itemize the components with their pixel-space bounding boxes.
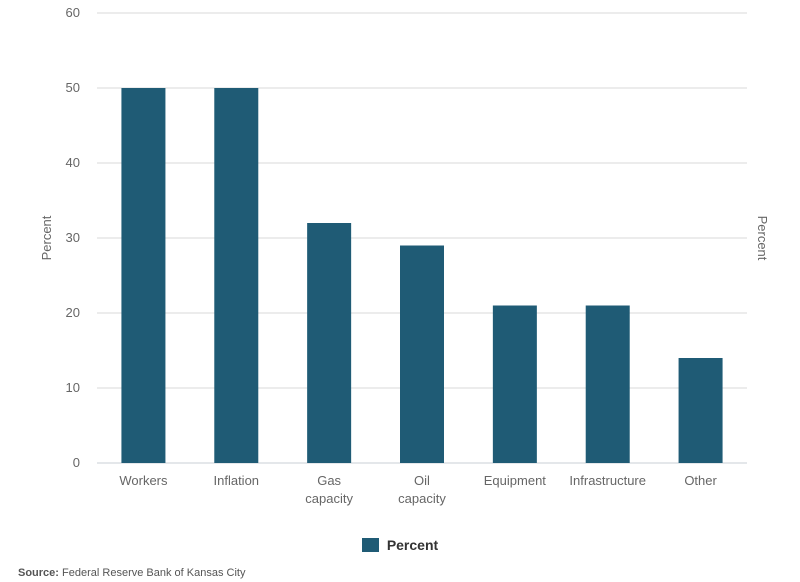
legend[interactable]: Percent [0, 537, 800, 553]
y-tick-label: 0 [73, 455, 80, 470]
y-tick-label: 60 [66, 5, 80, 20]
bar[interactable] [121, 88, 166, 463]
x-axis-ticks: Workers Inflation Gas capacity Oil capacity Eq… [119, 473, 717, 506]
source-label: Source: [18, 567, 59, 579]
bar[interactable] [678, 358, 723, 463]
y-axis-ticks: 0 10 20 30 40 50 60 [66, 5, 80, 470]
x-tick-label: Gas capacity [305, 473, 353, 506]
legend-label: Percent [386, 537, 439, 553]
y-tick-label: 20 [66, 305, 80, 320]
x-tick-label: Workers [119, 473, 168, 488]
x-tick-label: Equipment [484, 473, 547, 488]
bar[interactable] [585, 305, 630, 464]
y-tick-label: 10 [66, 380, 80, 395]
bar[interactable] [400, 245, 444, 464]
bar[interactable] [492, 305, 537, 464]
source-text: Federal Reserve Bank of Kansas City [62, 567, 246, 579]
bar[interactable] [214, 88, 259, 463]
x-tick-label: Oil capacity [398, 473, 446, 506]
x-tick-label: Inflation [214, 473, 260, 488]
y-tick-label: 50 [66, 80, 80, 95]
legend-swatch [361, 538, 379, 552]
x-tick-label: Other [684, 473, 717, 488]
bars [121, 88, 723, 464]
source-note: Source: Federal Reserve Bank of Kansas C… [18, 567, 245, 579]
y-tick-label: 40 [66, 155, 80, 170]
y-tick-label: 30 [66, 230, 80, 245]
bar-chart: 0 10 20 30 40 50 60 Workers Inflation Gas capacit… [39, 5, 770, 506]
x-tick-label: Infrastructure [569, 473, 646, 488]
y-axis-title-left: Percent [39, 215, 54, 260]
bar[interactable] [307, 223, 352, 463]
y-axis-title-right: Percent [755, 216, 770, 261]
